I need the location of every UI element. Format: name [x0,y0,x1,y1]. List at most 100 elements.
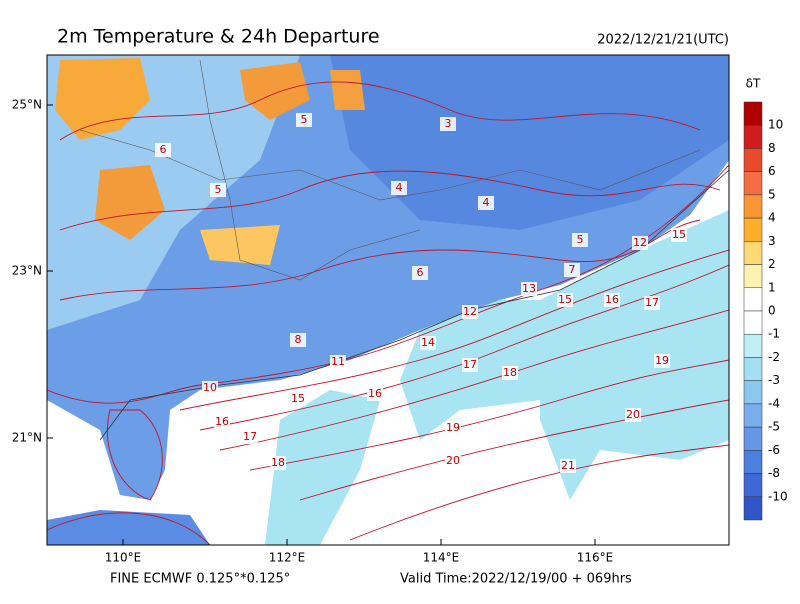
contour-label: 21 [561,459,575,472]
contour-label: 17 [645,296,659,309]
colorbar-label: -3 [768,373,780,387]
contour-label: 20 [446,454,460,467]
colorbar-label: 1 [768,280,776,294]
colorbar-label: 10 [768,118,783,132]
y-tick-label: 25°N [12,98,42,112]
contour-label: 4 [483,196,490,209]
contour-label-bg [564,263,580,277]
contour-label: 19 [446,421,460,434]
contour-label: 4 [396,181,403,194]
contour-label-bg [671,228,687,242]
x-tick-label: 112°E [269,551,306,565]
colorbar-label: -1 [768,327,780,341]
colorbar-label: 8 [768,141,776,155]
contour-label-bg [290,333,306,347]
colorbar-swatch [743,450,763,474]
colorbar-label: 2 [768,257,776,271]
contour-label: 8 [295,333,302,346]
contour-label: 3 [445,117,452,130]
colorbar-label: 3 [768,234,776,248]
contour-label-bg [478,196,494,210]
contour-label-bg [462,305,478,319]
contour-label: 13 [522,282,536,295]
contour-label-bg [632,236,648,250]
contour-label: 20 [626,408,640,421]
colorbar-swatch [743,217,763,242]
contour-label: 12 [463,305,477,318]
contour-label: 17 [463,358,477,371]
contour-label-bg [270,456,286,470]
contour-label-bg [521,282,537,296]
colorbar-swatch [743,310,763,335]
colorbar-swatch [743,496,763,521]
contour-label: 5 [301,113,308,126]
contour-label: 16 [368,387,382,400]
contour-label-bg [155,143,171,157]
contour-label: 11 [331,355,345,368]
contour-label: 5 [577,233,584,246]
colorbar-swatch [743,194,763,219]
contour-label: 18 [503,366,517,379]
contour-label: 19 [655,354,669,367]
contour-label-bg [242,430,258,444]
colorbar-label: 4 [768,211,776,225]
contour-label: 16 [215,415,229,428]
contour-label-bg [296,113,312,127]
colorbar-label: 6 [768,164,776,178]
contour-label-bg [412,266,428,280]
contour-label-bg [462,358,478,372]
contour-label: 15 [558,293,572,306]
contour-label-bg [445,421,461,435]
colorbar-swatch [743,473,763,498]
contour-label: 5 [215,183,222,196]
valid-utc: 2022/12/21/21(UTC) [597,33,729,48]
map-frame [46,54,730,546]
x-tick-label: 110°E [105,551,142,565]
colorbar-swatch [743,241,763,265]
contour-label-bg [604,293,620,307]
colorbar-label: -8 [768,466,780,480]
contour-label-bg [557,293,573,307]
contour-label: 18 [271,456,285,469]
contour-label-bg [502,366,518,380]
colorbar-title: δT [746,77,761,91]
colorbar-swatch [743,287,763,312]
contour-label-bg [330,355,346,369]
y-tick-label: 23°N [12,264,42,278]
contour-label: 12 [633,236,647,249]
title: 2m Temperature & 24h Departure [57,26,380,48]
y-tick-label: 21°N [12,431,42,445]
contour-label: 14 [421,336,435,349]
colorbar-label: -6 [768,443,780,457]
contour-label-bg [625,408,641,422]
map-area [47,55,729,545]
colorbar-label: -10 [768,489,788,503]
contour-label: 15 [672,228,686,241]
contour-label: 6 [417,266,424,279]
colorbar-swatch [743,148,763,172]
contour-label-bg [367,387,383,401]
colorbar-label: 0 [768,304,776,318]
contour-label-bg [654,354,670,368]
contour-label-bg [420,336,436,350]
colorbar-label: 5 [768,187,776,201]
x-tick-label: 116°E [577,551,614,565]
contour-label-bg [290,392,306,406]
contour-label: 10 [203,381,217,394]
colorbar-label: -5 [768,420,780,434]
colorbar-swatch [743,171,763,196]
colorbar-swatch [743,426,763,451]
contour-label: 17 [243,430,257,443]
colorbar-swatch [743,333,763,358]
contour-label-bg [644,296,660,310]
contour-label-bg [391,181,407,195]
colorbar-swatch [743,403,763,428]
contour-label-bg [202,381,218,395]
contour-label: 15 [291,392,305,405]
colorbar-swatch [743,357,763,381]
contour-label: 7 [569,263,576,276]
contour-label-bg [440,117,456,131]
valid-time: Valid Time:2022/12/19/00 + 069hrs [400,572,632,587]
colorbar-label: -4 [768,396,780,410]
